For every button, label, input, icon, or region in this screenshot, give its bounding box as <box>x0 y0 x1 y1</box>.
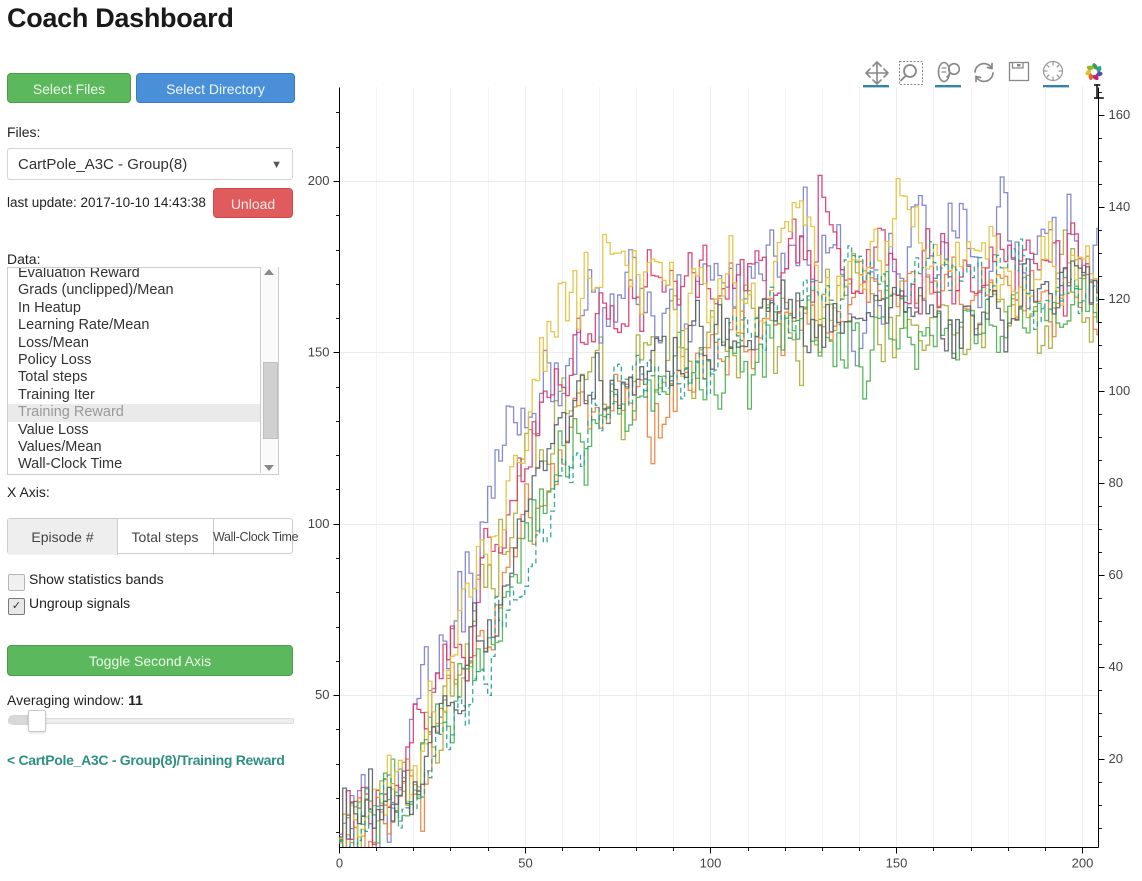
svg-text:100: 100 <box>1109 383 1131 398</box>
svg-text:150: 150 <box>308 344 330 359</box>
svg-text:20: 20 <box>1109 751 1123 766</box>
svg-text:80: 80 <box>1109 475 1123 490</box>
svg-text:60: 60 <box>1109 567 1123 582</box>
svg-text:120: 120 <box>1109 291 1131 306</box>
svg-text:160: 160 <box>1109 107 1131 122</box>
svg-text:40: 40 <box>1109 659 1123 674</box>
svg-text:140: 140 <box>1109 199 1131 214</box>
svg-text:100: 100 <box>700 856 722 871</box>
svg-text:200: 200 <box>308 173 330 188</box>
svg-text:150: 150 <box>886 856 908 871</box>
svg-text:0: 0 <box>336 856 343 871</box>
svg-text:200: 200 <box>1072 856 1094 871</box>
svg-text:100: 100 <box>308 516 330 531</box>
svg-text:50: 50 <box>315 687 329 702</box>
svg-text:50: 50 <box>518 856 532 871</box>
